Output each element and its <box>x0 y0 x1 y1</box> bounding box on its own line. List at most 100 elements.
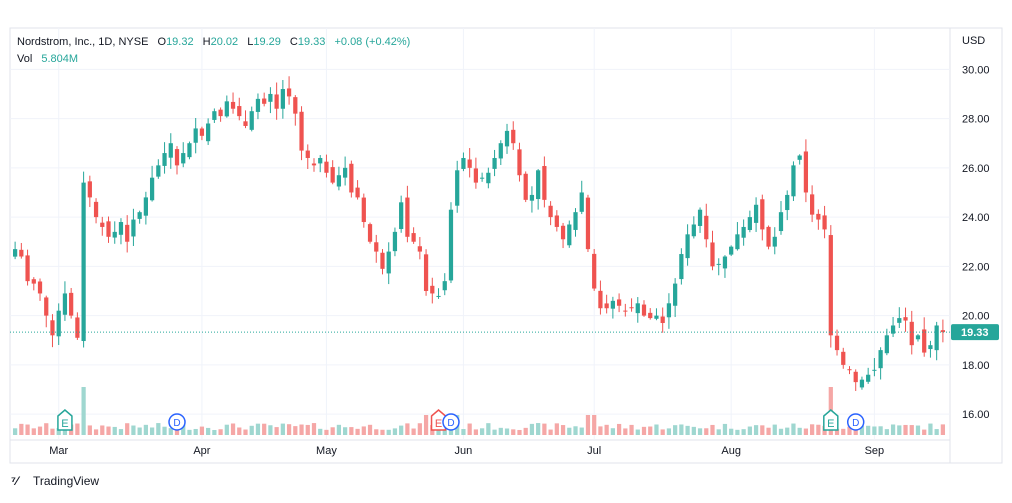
candle-body <box>890 325 896 334</box>
volume-bar <box>56 428 61 435</box>
candle-body <box>243 121 248 126</box>
volume-bar <box>585 415 591 435</box>
price-tick-label: 20.00 <box>962 311 990 323</box>
volume-bar <box>915 425 921 435</box>
volume-bar <box>162 426 167 435</box>
volume-bar <box>760 425 765 435</box>
candle-body <box>766 226 771 247</box>
earnings-marker-icon <box>823 409 839 431</box>
candle-body <box>212 111 217 120</box>
candle-body <box>554 215 559 227</box>
volume-bar <box>274 427 279 435</box>
volume-bar <box>212 429 217 435</box>
volume-bar <box>168 428 173 435</box>
time-tick-label: Jul <box>587 445 601 457</box>
volume-bar <box>872 426 877 435</box>
volume-bar <box>654 424 659 435</box>
price-tick-label: 28.00 <box>962 114 990 126</box>
volume-bar <box>349 427 354 435</box>
candle-body <box>268 93 273 102</box>
candle-body <box>853 371 858 383</box>
candle-body <box>168 143 173 158</box>
candle-body <box>417 246 422 252</box>
candle-body <box>803 151 809 193</box>
candle-body <box>162 153 167 166</box>
symbol-name[interactable]: Nordstrom, Inc., 1D, NYSE <box>17 36 148 48</box>
candle-body <box>436 295 441 297</box>
volume-bar <box>237 427 242 435</box>
candle-body <box>411 233 416 242</box>
candle-body <box>884 335 889 354</box>
candle-body <box>504 130 510 147</box>
volume-bar <box>791 423 796 435</box>
candle-body <box>31 279 36 284</box>
volume-bar <box>753 425 759 435</box>
close-value: 19.33 <box>298 36 326 48</box>
candle-body <box>654 315 659 319</box>
candle-body <box>934 325 939 351</box>
last-price-tag: 19.33 <box>951 324 999 341</box>
dividend-marker-label: D <box>852 418 859 429</box>
candle-body <box>206 123 211 142</box>
volume-bar <box>560 425 566 435</box>
candle-body <box>922 329 927 353</box>
candle-body <box>548 205 553 218</box>
volume-bar <box>423 415 429 435</box>
volume-bar <box>536 423 541 435</box>
earnings-marker-label: E <box>61 418 68 430</box>
candle-body <box>816 213 821 220</box>
candle-body <box>542 166 547 200</box>
volume-bar <box>859 425 865 435</box>
volume-bar <box>62 428 68 435</box>
volume-bar <box>19 423 24 435</box>
volume-bar <box>841 428 846 435</box>
volume-bar <box>666 428 672 435</box>
volume-bar <box>243 429 248 435</box>
candle-body <box>230 101 236 109</box>
volume-bar <box>691 426 696 435</box>
candle-body <box>336 175 342 187</box>
candle-body <box>25 255 30 282</box>
currency-label[interactable]: USD <box>962 35 985 47</box>
volume-bar <box>623 428 628 435</box>
candle-body <box>430 285 435 294</box>
volume-bar <box>249 425 254 435</box>
volume-bar <box>735 429 740 435</box>
candle-body <box>828 235 833 336</box>
candle-body <box>573 212 578 230</box>
volume-bar <box>374 429 379 435</box>
candle-body <box>834 335 840 351</box>
volume-bar <box>610 428 615 435</box>
volume-bar <box>131 425 136 435</box>
candle-body <box>841 351 846 365</box>
volume-bar <box>573 426 578 435</box>
candle-body <box>560 225 566 240</box>
volume-bar <box>635 429 640 435</box>
chart-border <box>9 27 1003 464</box>
candle-body <box>218 109 223 117</box>
candle-body <box>423 254 429 291</box>
candle-body <box>112 231 117 238</box>
close-label: C <box>290 36 298 48</box>
candle-body <box>62 293 68 315</box>
candle-body <box>324 161 329 173</box>
candle-body <box>305 150 310 158</box>
volume-bar <box>697 428 703 435</box>
candle-body <box>498 143 503 159</box>
volume-bar <box>193 428 198 435</box>
volume-bar <box>498 427 503 435</box>
candle-body <box>461 157 466 169</box>
vol-label: Vol <box>17 53 32 65</box>
volume-bar <box>529 423 535 435</box>
volume-bar <box>75 423 80 435</box>
volume-bar <box>311 423 317 435</box>
volume-bar <box>224 424 229 435</box>
volume-bar <box>579 427 584 435</box>
volume-bar <box>293 426 298 435</box>
candle-body <box>75 317 80 338</box>
tradingview-logo[interactable]: ⁷⁄ TradingView <box>11 474 99 488</box>
volume-bar <box>367 424 373 435</box>
candle-body <box>866 374 871 382</box>
candle-body <box>392 231 398 252</box>
